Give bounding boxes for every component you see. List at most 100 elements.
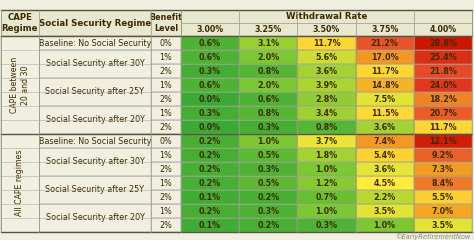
Text: 0.3%: 0.3% <box>257 164 279 174</box>
Text: 11.7%: 11.7% <box>313 38 340 48</box>
Bar <box>356 148 414 162</box>
Bar <box>1 78 181 92</box>
Bar <box>414 218 472 232</box>
Text: 1%: 1% <box>160 80 173 90</box>
Text: 0.3%: 0.3% <box>257 122 279 132</box>
Bar <box>239 50 297 64</box>
Bar <box>297 106 356 120</box>
Bar <box>181 106 239 120</box>
Text: 11.7%: 11.7% <box>429 122 457 132</box>
Text: Baseline: No Social Security: Baseline: No Social Security <box>39 38 151 48</box>
Text: 3.50%: 3.50% <box>313 25 340 34</box>
Bar <box>239 36 297 50</box>
Bar <box>414 120 472 134</box>
Text: 21.2%: 21.2% <box>371 38 399 48</box>
Text: 8.4%: 8.4% <box>432 179 454 187</box>
Bar <box>181 78 239 92</box>
Text: 1.2%: 1.2% <box>315 179 337 187</box>
Text: 0.2%: 0.2% <box>199 179 221 187</box>
Bar <box>239 134 297 148</box>
Bar <box>181 176 239 190</box>
Text: 3.00%: 3.00% <box>197 25 224 34</box>
Text: 24.0%: 24.0% <box>429 80 457 90</box>
Text: 1%: 1% <box>160 179 173 187</box>
Bar <box>414 190 472 204</box>
Text: 3.6%: 3.6% <box>374 164 396 174</box>
Text: 1.0%: 1.0% <box>257 137 279 145</box>
Bar <box>1 36 181 50</box>
Bar <box>356 218 414 232</box>
Text: 0.2%: 0.2% <box>257 221 280 229</box>
Text: All CAPE regimes: All CAPE regimes <box>16 150 25 216</box>
Bar <box>39 106 151 134</box>
Text: 1%: 1% <box>160 108 173 118</box>
Text: 7.0%: 7.0% <box>432 206 454 216</box>
Bar <box>181 134 239 148</box>
Bar <box>297 134 356 148</box>
Bar <box>414 64 472 78</box>
Bar <box>356 190 414 204</box>
Bar <box>297 162 356 176</box>
Text: 0.2%: 0.2% <box>199 206 221 216</box>
Text: 0.0%: 0.0% <box>199 122 221 132</box>
Text: Withdrawal Rate: Withdrawal Rate <box>286 12 367 21</box>
Bar <box>239 162 297 176</box>
Text: 0.2%: 0.2% <box>199 150 221 160</box>
Bar <box>239 78 297 92</box>
Text: 3.25%: 3.25% <box>255 25 282 34</box>
Text: 0.3%: 0.3% <box>315 221 337 229</box>
Bar <box>39 50 151 78</box>
Text: 0.8%: 0.8% <box>257 66 280 76</box>
Bar <box>1 162 181 176</box>
Text: 0.6%: 0.6% <box>199 80 221 90</box>
Bar <box>356 120 414 134</box>
Text: 0.5%: 0.5% <box>257 179 279 187</box>
Bar <box>297 218 356 232</box>
Text: 0.6%: 0.6% <box>257 95 279 103</box>
Text: 12.1%: 12.1% <box>429 137 457 145</box>
Text: 7.4%: 7.4% <box>374 137 396 145</box>
Bar <box>1 64 181 78</box>
Text: 1%: 1% <box>160 206 173 216</box>
Text: 2.8%: 2.8% <box>315 95 337 103</box>
Bar <box>356 50 414 64</box>
Text: 2.2%: 2.2% <box>374 192 396 202</box>
Text: 3.4%: 3.4% <box>315 108 337 118</box>
Bar <box>39 134 151 148</box>
Bar <box>356 176 414 190</box>
Text: 3.1%: 3.1% <box>257 38 279 48</box>
Text: Social Security after 25Y: Social Security after 25Y <box>46 186 145 194</box>
Text: 1.8%: 1.8% <box>315 150 337 160</box>
Text: 5.6%: 5.6% <box>315 53 337 61</box>
Text: 2.0%: 2.0% <box>257 80 280 90</box>
Text: 7.5%: 7.5% <box>374 95 396 103</box>
Text: 4.5%: 4.5% <box>374 179 396 187</box>
Bar <box>1 36 39 134</box>
Text: 3.7%: 3.7% <box>315 137 337 145</box>
Bar <box>356 204 414 218</box>
Text: 1.0%: 1.0% <box>315 164 337 174</box>
Text: 4.00%: 4.00% <box>429 25 456 34</box>
Text: 0.5%: 0.5% <box>257 150 279 160</box>
Text: 2%: 2% <box>160 221 173 229</box>
Bar <box>297 36 356 50</box>
Text: Social Security after 30Y: Social Security after 30Y <box>46 60 145 68</box>
Bar <box>39 78 151 106</box>
Bar <box>356 162 414 176</box>
Bar <box>297 190 356 204</box>
Text: 0.3%: 0.3% <box>257 206 279 216</box>
Text: 0%: 0% <box>160 137 173 145</box>
Text: 25.4%: 25.4% <box>429 53 457 61</box>
Bar <box>356 36 414 50</box>
Text: 9.2%: 9.2% <box>432 150 454 160</box>
Bar <box>414 134 472 148</box>
Text: Social Security Regime: Social Security Regime <box>39 18 151 28</box>
Bar <box>1 120 181 134</box>
Text: 28.8%: 28.8% <box>429 38 457 48</box>
Bar <box>181 148 239 162</box>
Text: 3.75%: 3.75% <box>371 25 398 34</box>
Text: 0.8%: 0.8% <box>257 108 280 118</box>
Text: 11.7%: 11.7% <box>371 66 399 76</box>
Bar <box>1 92 181 106</box>
Bar <box>39 176 151 204</box>
